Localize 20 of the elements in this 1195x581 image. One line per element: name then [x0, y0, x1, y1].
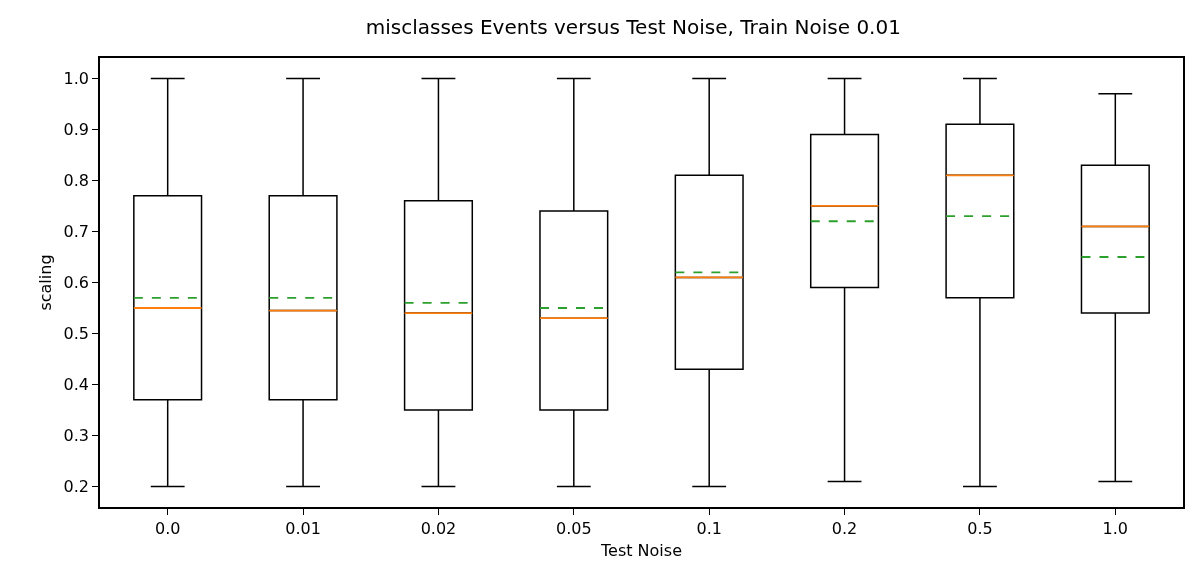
- y-tick-label: 1.0: [63, 69, 90, 89]
- x-tick-label: 0.1: [696, 518, 722, 538]
- chart-title: misclasses Events versus Test Noise, Train Noise 0.01: [365, 15, 901, 40]
- y-tick-label: 0.8: [63, 171, 90, 191]
- x-tick-label: 0.05: [556, 518, 592, 538]
- y-tick-label: 0.2: [63, 477, 90, 497]
- x-tick-label: 0.5: [967, 518, 993, 538]
- y-tick-label: 0.4: [63, 375, 90, 395]
- x-axis-title: Test Noise: [600, 541, 682, 561]
- x-tick-label: 0.2: [831, 518, 858, 538]
- y-tick-label: 0.6: [63, 273, 90, 293]
- y-tick-label: 0.7: [63, 222, 90, 242]
- y-tick-label: 0.5: [63, 324, 90, 344]
- y-axis-title: scaling: [36, 254, 55, 311]
- x-tick-label: 0.01: [285, 518, 321, 538]
- x-tick-label: 0.0: [154, 518, 181, 538]
- x-tick-label: 1.0: [1102, 518, 1129, 538]
- y-tick-label: 0.3: [63, 426, 90, 446]
- x-tick-label: 0.02: [420, 518, 457, 538]
- y-tick-label: 0.9: [63, 120, 90, 140]
